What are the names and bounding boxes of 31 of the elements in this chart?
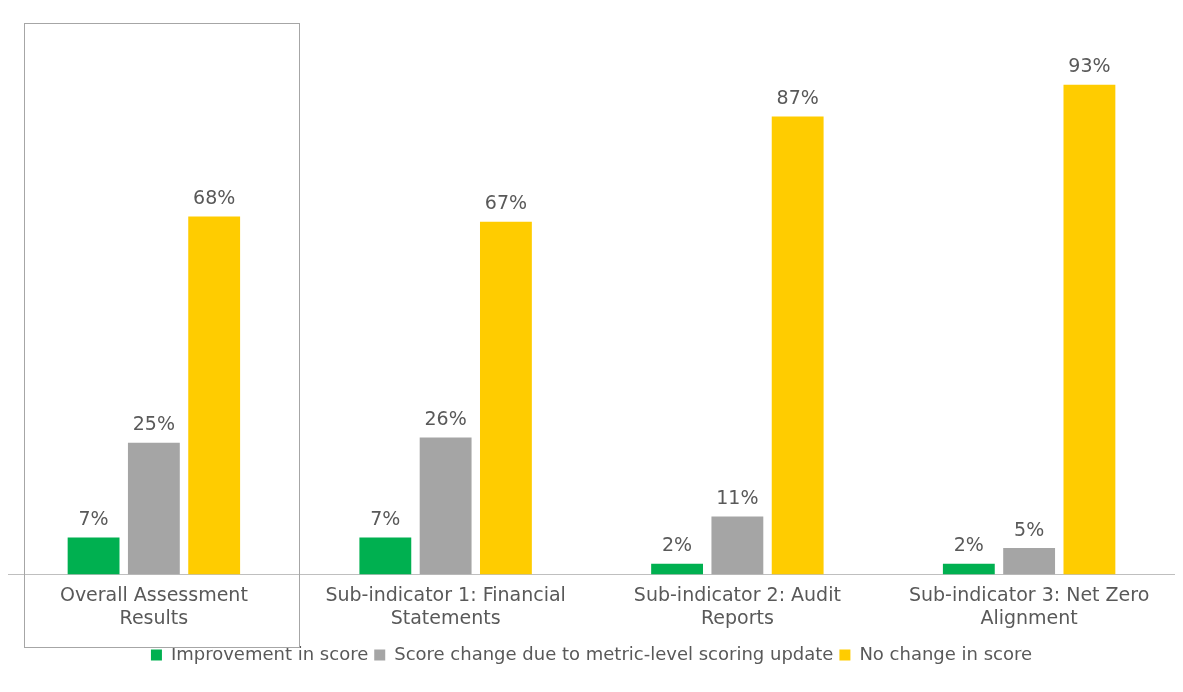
- bar: [651, 563, 704, 575]
- bar: [1003, 548, 1056, 575]
- data-label: 26%: [424, 406, 467, 429]
- bar: [942, 563, 995, 575]
- bar: [1063, 84, 1116, 575]
- x-tick-label: Sub-indicator 3: Net Zero Alignment: [908, 582, 1150, 628]
- bar: [771, 116, 824, 575]
- data-label: 87%: [776, 85, 819, 108]
- bar: [67, 537, 120, 575]
- x-tick-label: Overall Assessment Results: [59, 582, 248, 628]
- bar: [419, 437, 472, 575]
- x-tick-label: Sub-indicator 2: Audit Reports: [633, 582, 841, 628]
- bar: [479, 221, 532, 575]
- data-label: 67%: [484, 191, 528, 214]
- data-label: 2%: [662, 533, 693, 556]
- bar: [188, 216, 241, 575]
- data-label: 7%: [370, 506, 401, 529]
- data-label: 7%: [78, 506, 109, 529]
- data-label: 2%: [953, 533, 984, 556]
- data-label: 5%: [1014, 517, 1045, 540]
- legend-label: Improvement in score: [170, 642, 369, 664]
- x-tick-label: Sub-indicator 1: Financial Statements: [325, 582, 566, 628]
- data-label: 93%: [1068, 54, 1111, 77]
- bar: [127, 442, 180, 575]
- legend-label: No change in score: [859, 642, 1033, 664]
- bar: [359, 537, 412, 575]
- data-label: 11%: [716, 485, 759, 508]
- data-label: 25%: [132, 412, 175, 435]
- bar: [711, 516, 764, 575]
- data-label: 68%: [193, 185, 236, 208]
- legend-label: Score change due to metric-level scoring update: [394, 642, 834, 664]
